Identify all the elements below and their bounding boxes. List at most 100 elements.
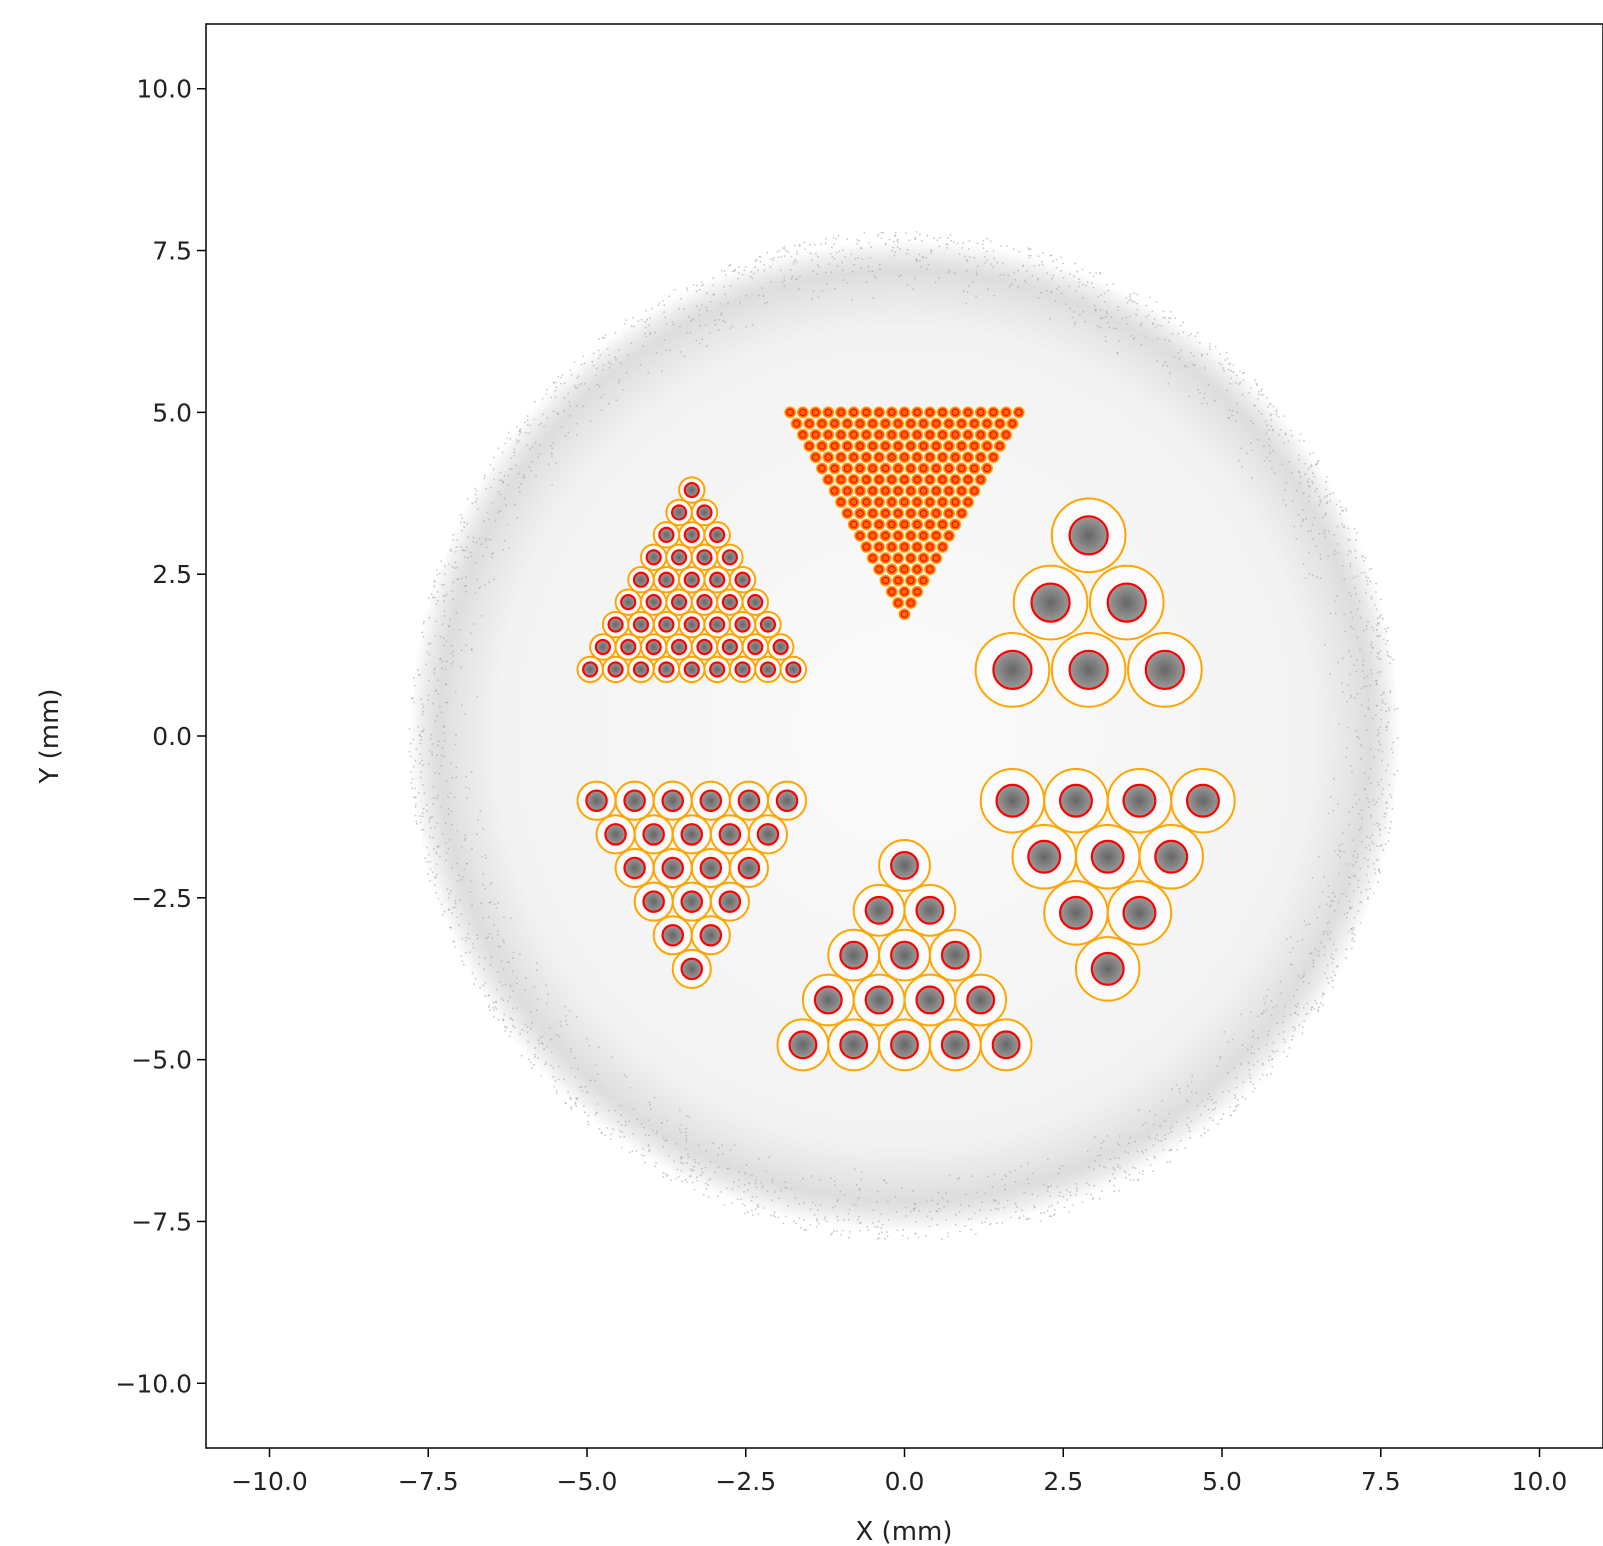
background-point <box>495 906 498 909</box>
cell-point <box>974 451 987 464</box>
background-point <box>770 1214 772 1217</box>
background-point <box>1156 1133 1159 1136</box>
background-point <box>1311 480 1314 483</box>
background-point <box>1311 1006 1314 1009</box>
cell-point <box>835 451 847 464</box>
background-point <box>524 421 526 424</box>
background-point <box>431 751 433 753</box>
x-axis-label: X (mm) <box>855 1517 952 1546</box>
cell-point <box>968 462 981 475</box>
cell-point <box>652 610 681 639</box>
background-point <box>860 1178 863 1181</box>
background-point <box>846 238 848 240</box>
background-point <box>1250 442 1252 444</box>
cell-point <box>741 588 769 616</box>
background-point <box>1355 670 1358 673</box>
background-point <box>1187 1100 1189 1103</box>
background-point <box>707 1184 710 1187</box>
background-point <box>682 1162 684 1165</box>
cell-inner-ring <box>913 565 921 573</box>
background-point <box>1063 1206 1066 1209</box>
cell-inner-ring <box>862 520 871 529</box>
background-point <box>552 410 555 413</box>
background-point <box>1376 781 1379 783</box>
background-point <box>926 234 929 237</box>
background-point <box>569 405 572 408</box>
background-point <box>557 375 560 378</box>
background-point <box>479 987 481 989</box>
background-point <box>554 1080 557 1082</box>
background-point <box>454 902 457 905</box>
background-point <box>918 253 921 256</box>
cell-point <box>854 462 866 475</box>
background-point <box>780 256 782 258</box>
background-point <box>530 1027 532 1030</box>
background-point <box>1326 903 1328 905</box>
background-point <box>665 323 668 325</box>
background-point <box>836 1215 839 1218</box>
background-point <box>519 429 521 432</box>
background-point <box>1373 823 1376 826</box>
background-point <box>476 508 479 510</box>
background-point <box>773 257 775 259</box>
background-point <box>1375 680 1378 682</box>
background-point <box>461 529 463 532</box>
background-point <box>567 392 570 395</box>
background-point <box>474 493 477 496</box>
cell-inner-ring <box>856 442 864 450</box>
background-point <box>1027 1182 1030 1185</box>
cell-point <box>904 417 917 430</box>
cell-inner-ring <box>718 890 742 913</box>
cell-inner-ring <box>818 464 826 473</box>
background-point <box>1383 816 1386 818</box>
background-point <box>580 363 583 366</box>
background-point <box>785 250 788 252</box>
background-point <box>1344 507 1347 510</box>
background-point <box>529 1061 532 1064</box>
background-point <box>876 1190 879 1193</box>
background-point <box>1284 432 1287 435</box>
background-point <box>589 419 592 422</box>
background-point <box>1260 388 1263 391</box>
background-point <box>1282 1031 1285 1033</box>
cell-inner-ring <box>772 638 789 656</box>
background-point <box>1010 283 1013 286</box>
background-point <box>482 884 484 886</box>
background-point <box>1320 1002 1323 1004</box>
background-point <box>464 549 467 552</box>
background-point <box>1318 906 1321 908</box>
background-point <box>432 785 435 788</box>
cell-point <box>911 540 924 553</box>
background-point <box>410 782 413 784</box>
cell-inner-ring <box>799 408 807 417</box>
background-point <box>1368 801 1371 803</box>
background-point <box>780 1189 782 1192</box>
background-point <box>575 1016 578 1018</box>
background-point <box>1207 383 1210 386</box>
background-point <box>916 260 919 263</box>
background-point <box>433 884 436 886</box>
cell-point <box>974 406 987 419</box>
cell-point <box>822 428 835 441</box>
background-point <box>1354 587 1356 589</box>
cell-point <box>917 507 930 520</box>
background-point <box>763 269 766 272</box>
background-point <box>642 1148 645 1150</box>
background-point <box>835 252 838 254</box>
x-axis: −10.0 −7.5 −5.0 −2.5 0.0 2.5 5.0 7.5 10.0 <box>231 1448 1567 1496</box>
background-point <box>663 304 666 306</box>
background-point <box>1058 1194 1061 1197</box>
background-point <box>781 281 784 284</box>
background-point <box>1299 433 1302 436</box>
cell-point <box>879 507 892 520</box>
cell-point <box>854 417 866 430</box>
background-point <box>1289 1013 1292 1016</box>
background-point <box>868 270 870 273</box>
background-point <box>696 1176 698 1179</box>
background-point <box>918 233 921 236</box>
cell-point <box>987 406 1000 419</box>
background-point <box>435 852 438 855</box>
background-point <box>1161 1099 1164 1102</box>
background-point <box>433 585 436 588</box>
background-point <box>1264 420 1267 423</box>
